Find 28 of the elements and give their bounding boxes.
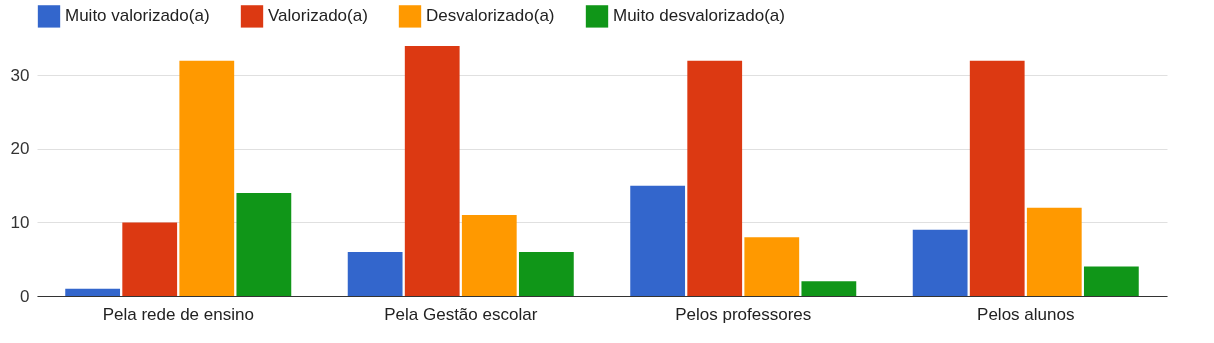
bar	[347, 251, 403, 296]
bar	[1083, 266, 1139, 296]
legend-label: Valorizado(a)	[268, 6, 368, 26]
bar	[236, 193, 292, 296]
bar	[912, 229, 968, 296]
y-tick-label: 10	[10, 212, 30, 232]
bar	[404, 46, 460, 296]
x-tick-label: Pelos professores	[675, 304, 812, 324]
bar	[122, 222, 178, 296]
bar	[687, 60, 743, 296]
y-tick-label: 30	[10, 65, 30, 85]
legend-label: Muito valorizado(a)	[65, 6, 210, 26]
x-tick-label: Pela Gestão escolar	[384, 304, 538, 324]
x-tick-label: Pela rede de ensino	[102, 304, 254, 324]
y-tick-label: 0	[20, 286, 30, 306]
bar	[630, 185, 686, 296]
bar	[65, 288, 121, 296]
y-tick-label: 20	[10, 139, 30, 159]
bar	[744, 237, 800, 296]
x-tick-label: Pelos alunos	[977, 304, 1075, 324]
bar	[461, 215, 517, 296]
bar	[969, 60, 1025, 296]
bar	[179, 60, 235, 296]
bar	[801, 281, 857, 296]
bar	[1026, 207, 1082, 296]
bar	[518, 251, 574, 296]
legend-label: Desvalorizado(a)	[426, 6, 555, 26]
legend-label: Muito desvalorizado(a)	[613, 6, 785, 26]
